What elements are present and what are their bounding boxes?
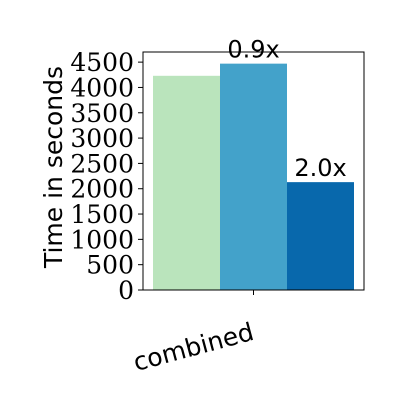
data-label-variant-1: 0.9x	[227, 36, 279, 64]
bar-baseline	[153, 75, 220, 290]
y-tick-label: 4500	[70, 48, 134, 77]
data-labels-group: 0.9x 2.0x	[227, 36, 346, 182]
y-axis-title: Time in seconds	[39, 66, 68, 269]
bars-group	[153, 63, 354, 291]
y-tick-label: 4000	[70, 73, 134, 102]
y-tick-label: 3500	[70, 99, 134, 128]
x-axis: combined	[130, 290, 257, 377]
y-tick-label: 1500	[70, 200, 134, 229]
y-tick-label: 0	[118, 276, 134, 305]
y-tick-label: 3000	[70, 124, 134, 153]
y-tick-label: 1000	[70, 225, 134, 254]
data-label-variant-2: 2.0x	[294, 154, 346, 182]
bar-variant-1	[220, 63, 287, 291]
y-tick-label: 500	[86, 251, 134, 280]
x-tick-label-combined: combined	[130, 317, 257, 377]
bar-variant-2	[287, 182, 354, 290]
y-tick-label: 2500	[70, 149, 134, 178]
y-tick-label: 2000	[70, 175, 134, 204]
